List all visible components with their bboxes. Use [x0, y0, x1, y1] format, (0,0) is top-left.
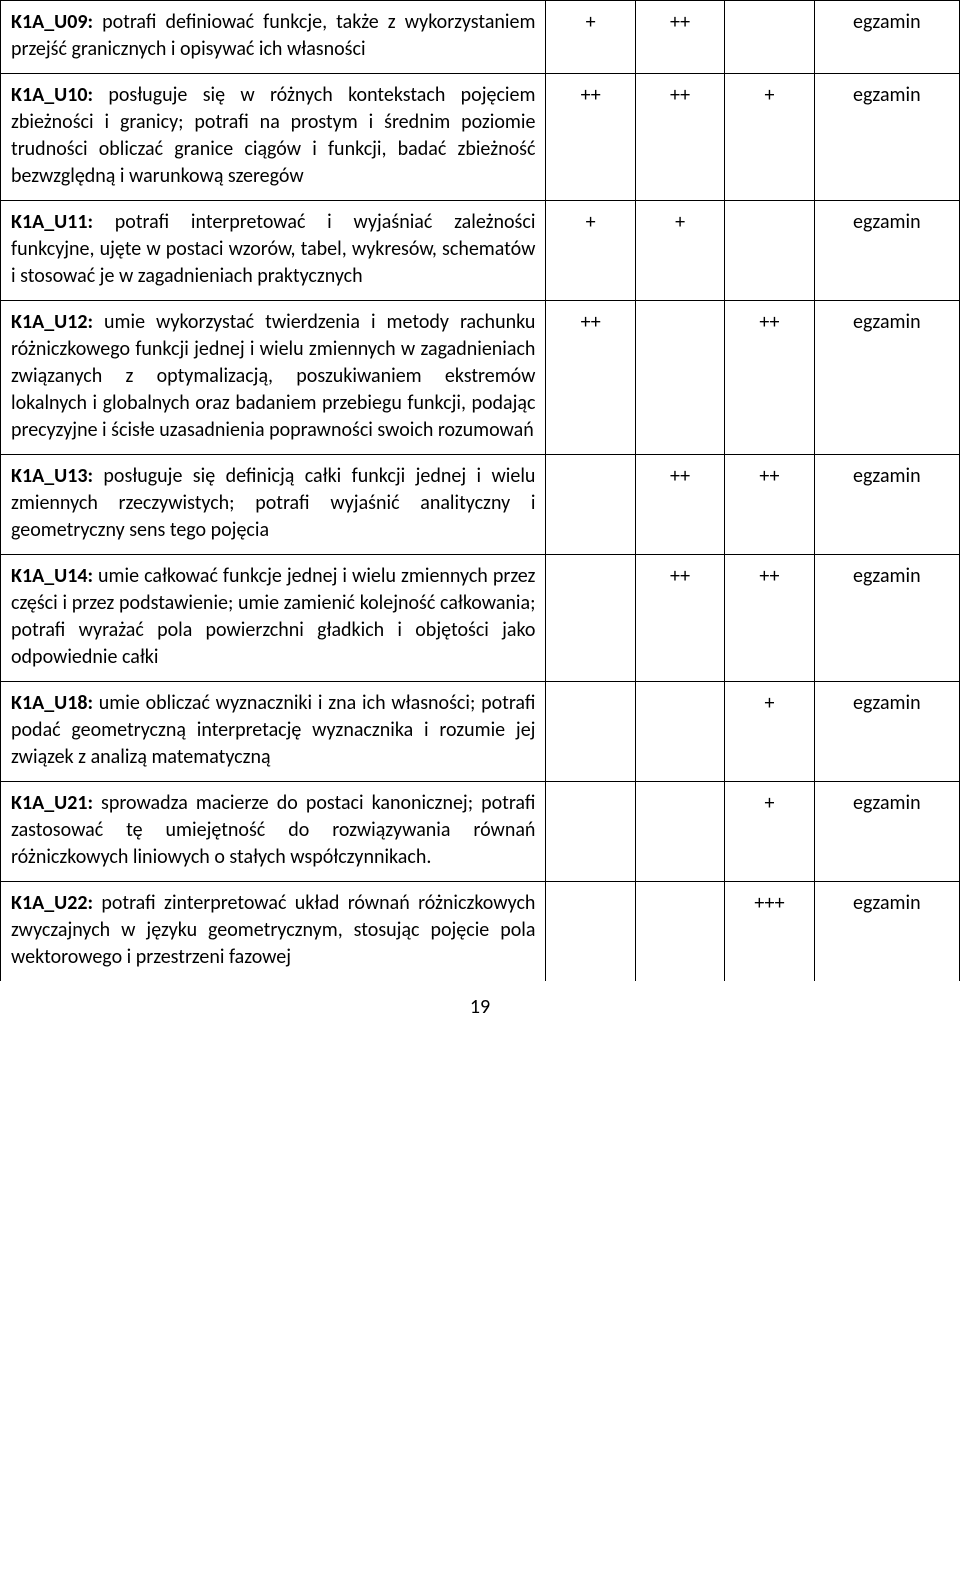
exam-cell: egzamin — [814, 455, 959, 555]
outcome-code: K1A_U21: — [11, 791, 93, 815]
table-row: K1A_U11: potrafi interpretować i wyjaśni… — [1, 201, 960, 301]
exam-cell: egzamin — [814, 1, 959, 74]
outcome-description-cell: K1A_U14: umie całkować funkcje jednej i … — [1, 555, 546, 682]
outcome-code: K1A_U12: — [11, 310, 93, 334]
mark-col-1: + — [546, 1, 635, 74]
mark-col-3 — [725, 201, 814, 301]
table-row: K1A_U12: umie wykorzystać twierdzenia i … — [1, 301, 960, 455]
outcome-code: K1A_U14: — [11, 564, 93, 588]
table-row: K1A_U14: umie całkować funkcje jednej i … — [1, 555, 960, 682]
outcome-code: K1A_U10: — [11, 83, 93, 107]
exam-cell: egzamin — [814, 301, 959, 455]
outcome-description-cell: K1A_U13: posługuje się definicją całki f… — [1, 455, 546, 555]
outcome-description-cell: K1A_U09: potrafi definiować funkcje, tak… — [1, 1, 546, 74]
outcome-code: K1A_U09: — [11, 10, 93, 34]
mark-col-1: ++ — [546, 301, 635, 455]
exam-cell: egzamin — [814, 555, 959, 682]
table-row: K1A_U10: posługuje się w różnych konteks… — [1, 74, 960, 201]
outcomes-table: K1A_U09: potrafi definiować funkcje, tak… — [0, 0, 960, 981]
outcome-description-cell: K1A_U22: potrafi zinterpretować układ ró… — [1, 882, 546, 982]
mark-col-2: ++ — [635, 1, 724, 74]
mark-col-1 — [546, 882, 635, 982]
outcome-description-cell: K1A_U10: posługuje się w różnych konteks… — [1, 74, 546, 201]
mark-col-2: + — [635, 201, 724, 301]
outcome-description-cell: K1A_U21: sprowadza macierze do postaci k… — [1, 782, 546, 882]
exam-cell: egzamin — [814, 74, 959, 201]
exam-cell: egzamin — [814, 782, 959, 882]
document-page: K1A_U09: potrafi definiować funkcje, tak… — [0, 0, 960, 1039]
outcome-code: K1A_U13: — [11, 464, 93, 488]
exam-cell: egzamin — [814, 882, 959, 982]
table-row: K1A_U13: posługuje się definicją całki f… — [1, 455, 960, 555]
mark-col-1 — [546, 455, 635, 555]
table-row: K1A_U21: sprowadza macierze do postaci k… — [1, 782, 960, 882]
mark-col-2 — [635, 782, 724, 882]
mark-col-1 — [546, 555, 635, 682]
outcome-code: K1A_U22: — [11, 891, 93, 915]
mark-col-2: ++ — [635, 74, 724, 201]
exam-cell: egzamin — [814, 201, 959, 301]
outcome-description-cell: K1A_U12: umie wykorzystać twierdzenia i … — [1, 301, 546, 455]
mark-col-1 — [546, 682, 635, 782]
mark-col-2: ++ — [635, 455, 724, 555]
mark-col-2 — [635, 882, 724, 982]
mark-col-3 — [725, 1, 814, 74]
mark-col-3: +++ — [725, 882, 814, 982]
mark-col-1 — [546, 782, 635, 882]
table-row: K1A_U22: potrafi zinterpretować układ ró… — [1, 882, 960, 982]
mark-col-3: ++ — [725, 555, 814, 682]
table-row: K1A_U09: potrafi definiować funkcje, tak… — [1, 1, 960, 74]
mark-col-1: ++ — [546, 74, 635, 201]
page-number: 19 — [0, 981, 960, 1039]
outcome-description-cell: K1A_U11: potrafi interpretować i wyjaśni… — [1, 201, 546, 301]
mark-col-2: ++ — [635, 555, 724, 682]
outcome-description-cell: K1A_U18: umie obliczać wyznaczniki i zna… — [1, 682, 546, 782]
table-row: K1A_U18: umie obliczać wyznaczniki i zna… — [1, 682, 960, 782]
mark-col-3: + — [725, 682, 814, 782]
outcome-code: K1A_U11: — [11, 210, 93, 234]
mark-col-1: + — [546, 201, 635, 301]
mark-col-2 — [635, 301, 724, 455]
outcome-code: K1A_U18: — [11, 691, 93, 715]
mark-col-3: + — [725, 74, 814, 201]
exam-cell: egzamin — [814, 682, 959, 782]
mark-col-3: ++ — [725, 301, 814, 455]
mark-col-3: + — [725, 782, 814, 882]
mark-col-3: ++ — [725, 455, 814, 555]
mark-col-2 — [635, 682, 724, 782]
